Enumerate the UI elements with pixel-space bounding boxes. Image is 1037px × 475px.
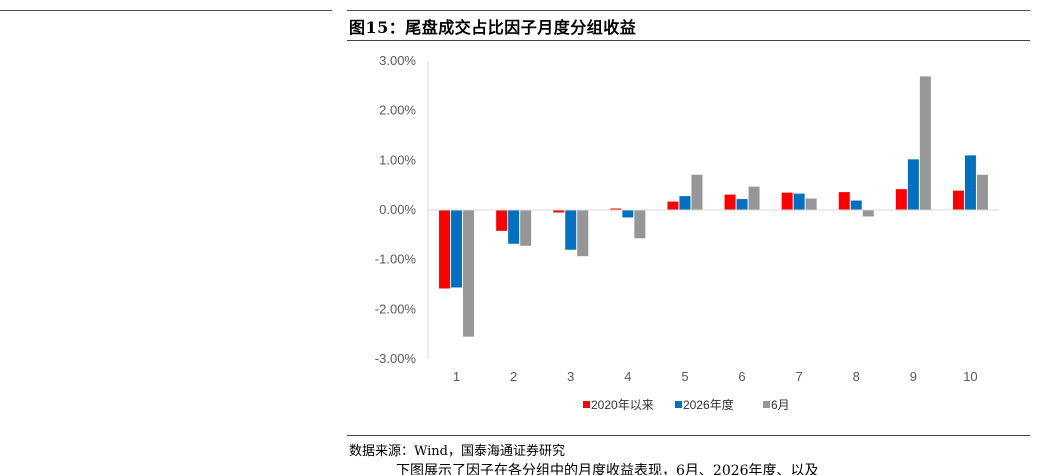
top-rule-right (347, 10, 1030, 11)
legend-swatch (763, 401, 770, 408)
category-labels: 1 2 3 4 5 6 7 8 9 10 (453, 369, 978, 384)
x-tick-label: 2 (510, 369, 517, 384)
x-tick-label: 6 (738, 369, 745, 384)
bar-series-2-cat-3 (565, 210, 577, 250)
x-tick-label: 10 (963, 369, 977, 384)
bars (439, 76, 988, 337)
x-tick-label: 3 (567, 369, 574, 384)
bar-series-3-cat-8 (862, 210, 874, 217)
bar-series-1-cat-1 (439, 210, 451, 289)
y-tick-label: 0.00% (379, 202, 416, 217)
bar-series-3-cat-2 (520, 210, 532, 246)
legend-swatch (675, 401, 682, 408)
x-tick-label: 1 (453, 369, 460, 384)
x-tick-label: 5 (681, 369, 688, 384)
y-tick-label: -1.00% (375, 252, 417, 267)
x-tick-label: 7 (796, 369, 803, 384)
y-axis-labels: 3.00% 2.00% 1.00% 0.00% -1.00% -2.00% -3.00% (375, 53, 417, 366)
bar-series-1-cat-3 (553, 210, 565, 213)
top-rule-left (0, 10, 332, 11)
bar-series-1-cat-7 (781, 192, 793, 210)
bar-series-1-cat-5 (667, 201, 679, 210)
bar-series-2-cat-9 (907, 159, 919, 210)
legend-label: 6月 (771, 398, 790, 412)
bar-series-3-cat-9 (919, 76, 931, 210)
legend-swatch (583, 401, 590, 408)
bar-series-2-cat-10 (964, 155, 976, 210)
bar-series-1-cat-2 (496, 210, 508, 231)
bar-series-2-cat-4 (622, 210, 634, 218)
bar-series-2-cat-2 (508, 210, 520, 244)
x-tick-label: 9 (910, 369, 917, 384)
bar-series-3-cat-4 (634, 210, 646, 239)
bar-series-1-cat-4 (610, 208, 622, 210)
body-text: 下图展示了因子在各分组中的月度收益表现，6月、2026年度、以及 (396, 463, 819, 475)
bar-series-2-cat-7 (793, 193, 805, 210)
bar-series-2-cat-8 (850, 200, 862, 210)
bar-series-1-cat-9 (895, 189, 907, 210)
bar-series-2-cat-6 (736, 199, 748, 210)
legend-label: 2026年度 (683, 397, 734, 412)
y-tick-label: -2.00% (375, 301, 417, 316)
bar-series-3-cat-5 (691, 174, 703, 210)
y-tick-label: -3.00% (375, 351, 417, 366)
source-note: 数据来源：Wind，国泰海通证券研究 (349, 444, 565, 459)
y-tick-label: 3.00% (379, 53, 416, 68)
x-tick-label: 4 (624, 369, 631, 384)
bar-series-2-cat-5 (679, 196, 691, 210)
bar-series-2-cat-1 (451, 210, 463, 288)
legend-label: 2020年以来 (591, 398, 654, 412)
source-rule (347, 435, 1030, 436)
y-tick-label: 2.00% (379, 103, 416, 118)
y-tick-label: 1.00% (379, 152, 416, 167)
bar-series-3-cat-7 (805, 198, 817, 210)
bar-series-3-cat-10 (976, 174, 988, 210)
bar-series-3-cat-3 (577, 210, 589, 257)
bar-series-1-cat-10 (952, 190, 964, 210)
legend: 2020年以来 2026年度 6月 (583, 397, 790, 412)
bar-series-3-cat-6 (748, 186, 760, 210)
bar-series-1-cat-6 (724, 194, 736, 210)
title-rule (347, 40, 1030, 41)
bar-series-3-cat-1 (463, 210, 475, 337)
figure-title: 图15：尾盘成交占比因子月度分组收益 (349, 18, 637, 37)
bar-series-1-cat-8 (838, 192, 850, 210)
x-tick-label: 8 (853, 369, 860, 384)
bar-chart: 3.00% 2.00% 1.00% 0.00% -1.00% -2.00% -3.00% 1… (375, 53, 999, 412)
